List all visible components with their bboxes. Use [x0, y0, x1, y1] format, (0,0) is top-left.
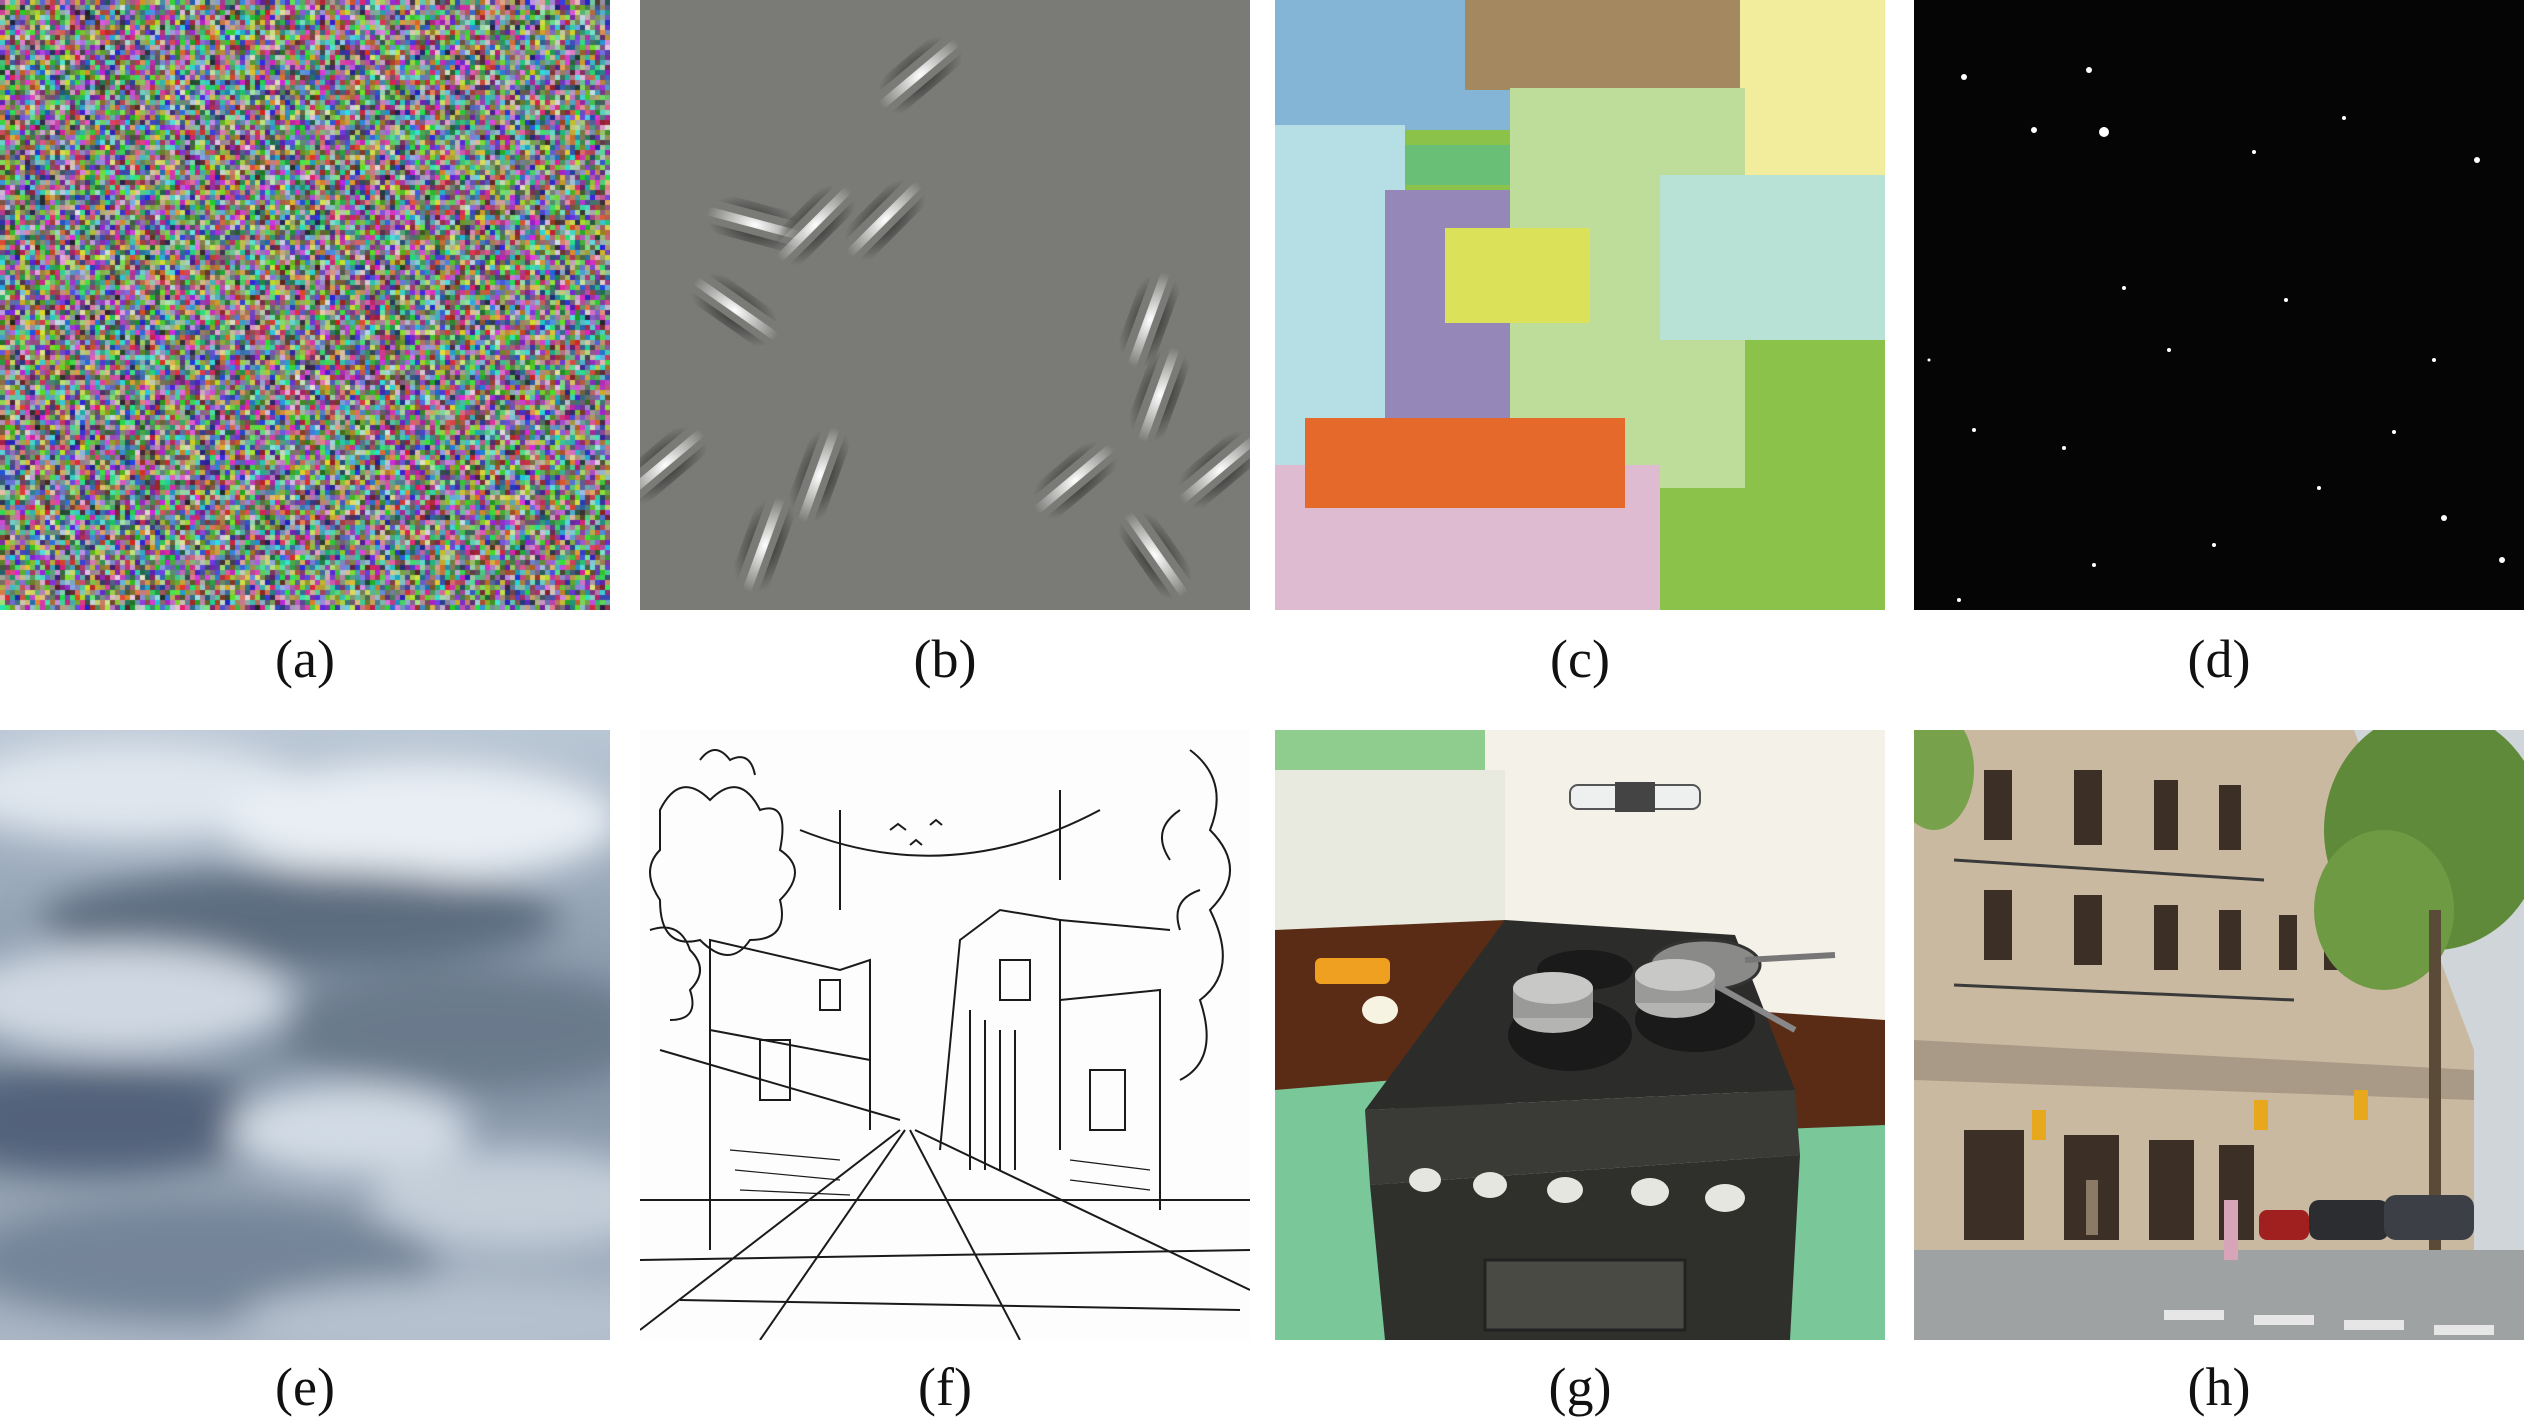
clouds-image	[0, 730, 610, 1340]
caption-b: (b)	[913, 629, 977, 689]
caption-g: (g)	[1548, 1357, 1612, 1417]
panel-d-dots	[1914, 0, 2524, 610]
panel-g-kitchen	[1275, 730, 1885, 1340]
caption-c: (c)	[1550, 629, 1610, 689]
panel-b-gabor	[640, 0, 1250, 610]
caption-d: (d)	[2187, 629, 2251, 689]
caption-f: (f)	[918, 1357, 972, 1417]
gabor-image	[640, 0, 1250, 610]
rectangles-image	[1275, 0, 1885, 610]
caption-e: (e)	[275, 1357, 335, 1417]
noise-image	[0, 0, 610, 610]
caption-h: (h)	[2187, 1357, 2251, 1417]
panel-h-street	[1914, 730, 2524, 1340]
street-image	[1914, 730, 2524, 1340]
panel-c-dead-leaves	[1275, 0, 1885, 610]
sketch-image	[640, 730, 1250, 1340]
caption-a: (a)	[275, 629, 335, 689]
panel-f-sketch	[640, 730, 1250, 1340]
dots-image	[1914, 0, 2524, 610]
panel-a-noise	[0, 0, 610, 610]
panel-e-clouds	[0, 730, 610, 1340]
kitchen-image	[1275, 730, 1885, 1340]
